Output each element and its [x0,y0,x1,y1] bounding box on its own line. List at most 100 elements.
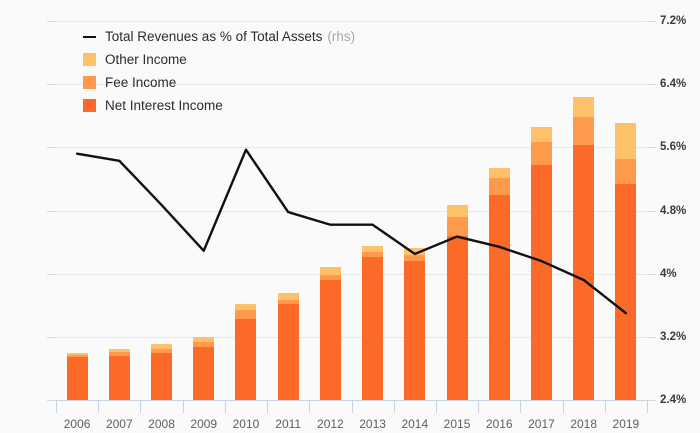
y-axis-left-tick [47,147,56,149]
y-axis-right-label: 4.8% [660,204,687,217]
bar-segment-other-income[interactable] [362,245,384,253]
bar-segment-net-interest-income[interactable] [573,144,595,400]
bar-segment-fee-income[interactable] [488,177,510,196]
bar-segment-other-income[interactable] [404,248,426,255]
bar-segment-fee-income[interactable] [277,300,299,304]
bar-segment-other-income[interactable] [151,344,173,350]
x-axis-tick [140,400,142,413]
bar-segment-net-interest-income[interactable] [277,304,299,400]
bar-segment-fee-income[interactable] [319,274,341,280]
x-axis-tick [267,400,269,413]
bar-segment-net-interest-income[interactable] [615,183,637,400]
x-axis-label-2006: 2006 [63,417,91,431]
legend-item-net-interest-income[interactable]: Net Interest Income [83,94,355,117]
x-axis-label-2016: 2016 [485,417,513,431]
bar-2009[interactable] [193,336,215,400]
bar-segment-net-interest-income[interactable] [404,261,426,400]
bar-segment-fee-income[interactable] [193,341,215,347]
bar-segment-net-interest-income[interactable] [108,355,130,400]
bar-2016[interactable] [488,167,510,400]
bar-2007[interactable] [108,349,130,400]
x-axis-tick [478,400,480,413]
bar-segment-net-interest-income[interactable] [488,195,510,400]
legend-item-axis-note: (rhs) [327,29,356,44]
bar-2008[interactable] [151,344,173,400]
bar-segment-other-income[interactable] [446,205,468,217]
y-axis-right-tick [647,273,656,275]
bar-segment-net-interest-income[interactable] [362,257,384,400]
x-axis-tick [604,400,606,413]
bar-segment-fee-income[interactable] [235,310,257,320]
bar-segment-other-income[interactable] [319,267,341,275]
bar-segment-other-income[interactable] [66,353,88,355]
bar-2018[interactable] [573,96,595,400]
x-axis-tick [647,400,648,413]
y-axis-right-label: 6.4% [660,78,687,91]
bar-segment-other-income[interactable] [108,349,130,352]
bar-segment-net-interest-income[interactable] [319,279,341,400]
bar-segment-fee-income[interactable] [615,158,637,184]
bar-2011[interactable] [277,292,299,400]
gridline [56,147,647,149]
bar-segment-fee-income[interactable] [446,216,468,236]
y-axis-right-label: 7.2% [660,15,687,27]
bar-segment-net-interest-income[interactable] [193,346,215,400]
bar-segment-fee-income[interactable] [108,352,130,356]
bar-segment-fee-income[interactable] [573,117,595,145]
legend-item-other-income[interactable]: Other Income [83,48,355,71]
x-axis-tick [351,400,353,413]
x-axis-label-2012: 2012 [317,417,344,431]
bar-2013[interactable] [362,245,384,400]
y-axis-right-tick [647,336,656,338]
gridline [56,210,647,212]
bar-segment-other-income[interactable] [530,127,552,143]
legend-item-label: Fee Income [105,75,177,90]
legend-item-total-revenues-as-of-total-assets[interactable]: Total Revenues as % of Total Assets (rhs) [83,25,355,48]
bar-segment-other-income[interactable] [615,123,637,159]
bar-segment-fee-income[interactable] [530,142,552,166]
legend-item-label: Net Interest Income [105,98,223,113]
bar-2015[interactable] [446,205,468,400]
bar-segment-fee-income[interactable] [362,252,384,258]
y-axis-left-tick [47,336,56,338]
bar-segment-other-income[interactable] [277,292,299,301]
y-axis-left-tick [47,400,56,401]
y-axis-right-label: 5.6% [660,141,687,154]
bar-segment-net-interest-income[interactable] [530,165,552,400]
bar-2014[interactable] [404,248,426,400]
bar-segment-net-interest-income[interactable] [446,235,468,400]
bar-2006[interactable] [66,353,88,400]
bar-segment-fee-income[interactable] [404,254,426,262]
x-axis-tick [182,400,184,413]
bar-2012[interactable] [319,267,341,400]
bar-segment-other-income[interactable] [193,336,215,342]
x-axis-tick [309,400,311,413]
bar-2019[interactable] [615,123,637,400]
legend-line-marker-icon [83,35,96,38]
bar-segment-fee-income[interactable] [151,349,173,354]
bar-segment-other-income[interactable] [573,96,595,118]
legend-item-label: Total Revenues as % of Total Assets [105,29,323,44]
x-axis-tick [56,400,57,413]
bar-2010[interactable] [235,304,257,400]
y-axis-left-tick [47,21,56,22]
bar-segment-other-income[interactable] [488,167,510,178]
bar-segment-other-income[interactable] [235,304,257,311]
y-axis-right-tick [647,147,656,149]
y-axis-right-tick [647,210,656,212]
gridline [56,336,647,338]
x-axis-tick [520,400,522,413]
bar-segment-net-interest-income[interactable] [151,353,173,400]
x-axis-label-2010: 2010 [232,417,260,431]
bar-segment-net-interest-income[interactable] [235,319,257,400]
legend-item-label: Other Income [105,52,187,67]
x-axis-tick [562,400,564,413]
gridline [56,21,647,22]
bar-2017[interactable] [530,127,552,400]
y-axis-right-label: 4% [660,267,677,280]
legend-item-fee-income[interactable]: Fee Income [83,71,355,94]
y-axis-left-tick [47,273,56,275]
x-axis-tick [98,400,100,413]
bar-segment-fee-income[interactable] [66,354,88,358]
bar-segment-net-interest-income[interactable] [66,357,88,400]
